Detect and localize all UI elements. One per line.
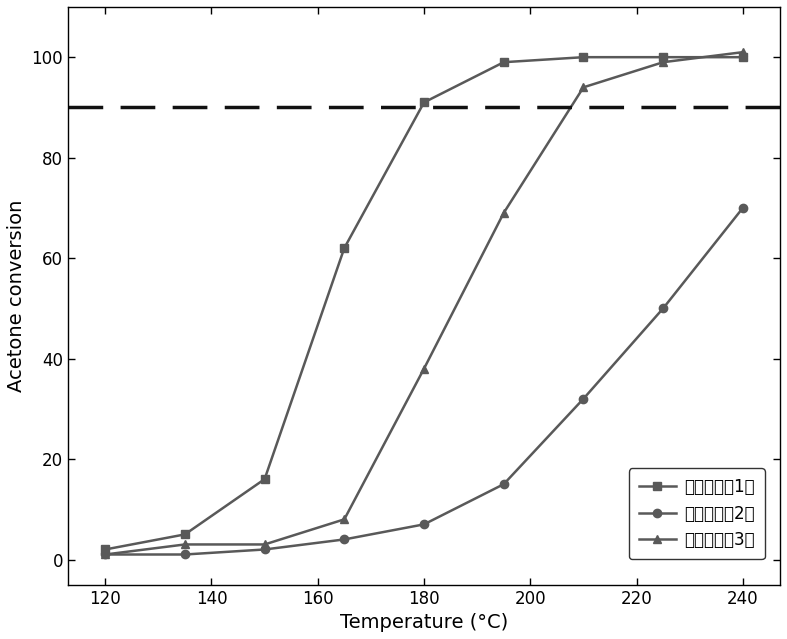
实施例七（2）	[180, 551, 190, 558]
实施例八（3）	[499, 209, 508, 217]
实施例八（3）	[659, 58, 668, 66]
实施例一（1）	[738, 53, 748, 61]
实施例七（2）	[101, 551, 110, 558]
X-axis label: Temperature (°C): Temperature (°C)	[340, 613, 508, 632]
实施例一（1）	[419, 98, 429, 106]
实施例七（2）	[578, 395, 588, 403]
实施例七（2）	[499, 481, 508, 488]
实施例八（3）	[419, 365, 429, 373]
实施例七（2）	[659, 305, 668, 312]
实施例一（1）	[180, 530, 190, 538]
实施例八（3）	[260, 541, 269, 548]
实施例一（1）	[339, 244, 349, 252]
实施例一（1）	[101, 546, 110, 553]
Y-axis label: Acetone conversion: Acetone conversion	[7, 199, 26, 392]
实施例八（3）	[578, 84, 588, 91]
实施例一（1）	[659, 53, 668, 61]
Legend: 实施例一（1）, 实施例七（2）, 实施例八（3）: 实施例一（1）, 实施例七（2）, 实施例八（3）	[629, 468, 765, 559]
实施例一（1）	[499, 58, 508, 66]
实施例八（3）	[180, 541, 190, 548]
实施例七（2）	[260, 546, 269, 553]
Line: 实施例一（1）: 实施例一（1）	[101, 53, 747, 553]
实施例一（1）	[578, 53, 588, 61]
Line: 实施例七（2）: 实施例七（2）	[101, 204, 747, 558]
实施例七（2）	[419, 521, 429, 528]
实施例八（3）	[738, 49, 748, 56]
实施例七（2）	[738, 204, 748, 212]
实施例八（3）	[101, 551, 110, 558]
实施例八（3）	[339, 516, 349, 523]
Line: 实施例八（3）: 实施例八（3）	[101, 48, 747, 558]
实施例七（2）	[339, 535, 349, 543]
实施例一（1）	[260, 475, 269, 483]
